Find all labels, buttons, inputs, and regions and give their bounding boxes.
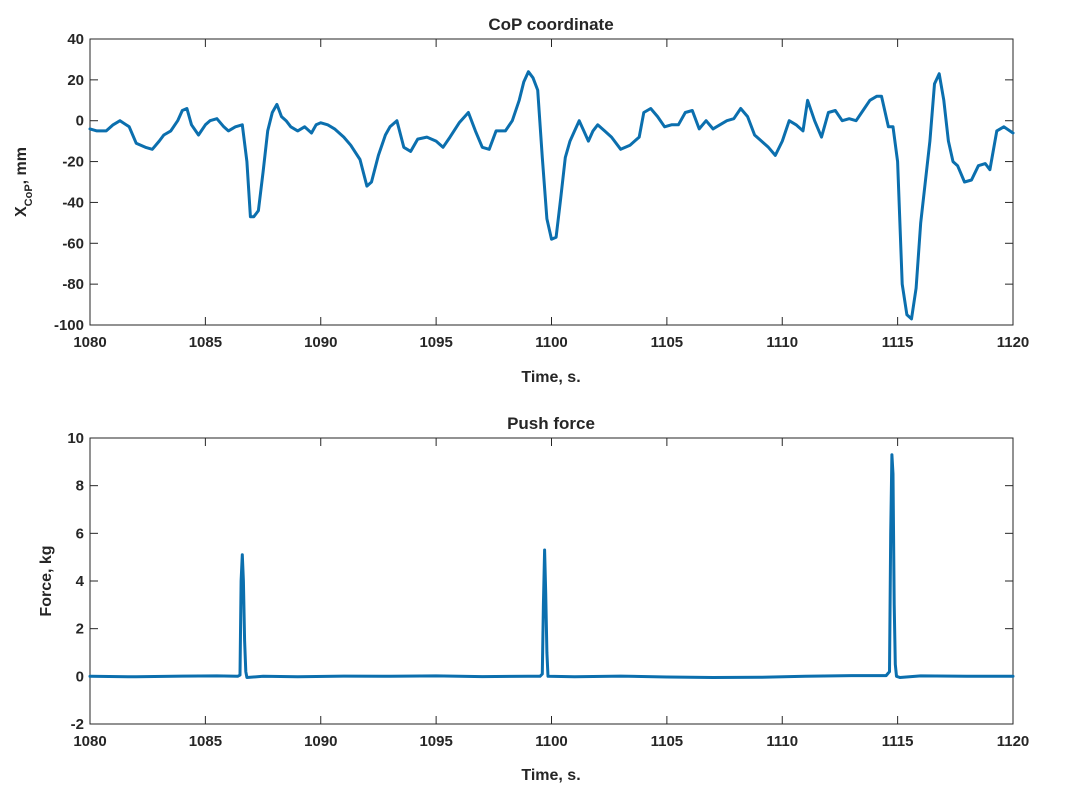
cop-x-tick-label: 1120 xyxy=(997,334,1030,351)
cop-x-tick-label: 1090 xyxy=(304,334,337,351)
force-ticks: 1080 1085 1090 1095 1100 1105 1110 1115 1120 -2 0 2… xyxy=(67,430,1029,750)
force-x-tick-label: 1120 xyxy=(997,733,1030,750)
cop-chart-title: CoP coordinate xyxy=(488,15,613,34)
cop-y-tick-label: 20 xyxy=(67,72,84,89)
cop-x-tick-label: 1100 xyxy=(535,334,568,351)
force-y-tick-label: 8 xyxy=(76,478,84,495)
cop-chart: CoP coordinate Time, s. XCoP, mm 1080 108… xyxy=(13,15,1029,386)
cop-ticks: 1080 1085 1090 1095 1100 1105 1110 1115 1120 -100… xyxy=(54,31,1029,351)
cop-y-axis-label: XCoP, mm xyxy=(13,147,35,217)
cop-axes-box xyxy=(89,38,1014,326)
cop-y-axis-label-suffix: , mm xyxy=(13,147,30,184)
force-x-tick-label: 1100 xyxy=(535,733,568,750)
cop-y-axis-label-subscript: CoP xyxy=(23,184,35,206)
cop-x-axis-label: Time, s. xyxy=(521,369,580,386)
cop-y-tick-label: -100 xyxy=(54,317,84,334)
force-y-tick-label: 4 xyxy=(76,573,85,590)
cop-x-tick-label: 1095 xyxy=(419,334,452,351)
force-x-axis-label: Time, s. xyxy=(521,767,580,784)
force-x-tick-label: 1115 xyxy=(882,733,914,750)
force-x-tick-label: 1095 xyxy=(419,733,452,750)
cop-x-tick-label: 1115 xyxy=(882,334,914,351)
cop-x-tick-label: 1080 xyxy=(73,334,106,351)
force-x-tick-label: 1090 xyxy=(304,733,337,750)
cop-y-axis-label-main: X xyxy=(13,206,30,217)
force-plot-area xyxy=(88,453,1015,679)
cop-plot-area xyxy=(88,70,1015,321)
cop-y-tick-label: -80 xyxy=(62,276,84,293)
cop-y-tick-label: 0 xyxy=(76,113,84,130)
cop-y-tick-label: -20 xyxy=(62,154,84,171)
force-y-tick-label: 6 xyxy=(76,525,84,542)
cop-x-tick-label: 1105 xyxy=(651,334,684,351)
cop-x-tick-label: 1085 xyxy=(189,334,222,351)
force-y-tick-label: 0 xyxy=(76,668,84,685)
force-x-tick-label: 1080 xyxy=(73,733,106,750)
force-x-tick-label: 1105 xyxy=(651,733,684,750)
force-y-tick-label: 10 xyxy=(67,430,84,447)
force-x-tick-label: 1085 xyxy=(189,733,222,750)
force-chart-title: Push force xyxy=(507,414,595,433)
cop-y-tick-label: 40 xyxy=(67,31,84,48)
force-chart: Push force Time, s. Force, kg 1080 1085 10… xyxy=(38,414,1029,784)
cop-y-tick-label: -40 xyxy=(62,194,84,211)
force-x-tick-label: 1110 xyxy=(766,733,798,750)
force-y-tick-label: -2 xyxy=(71,716,84,733)
force-y-tick-label: 2 xyxy=(76,621,84,638)
cop-x-tick-label: 1110 xyxy=(766,334,798,351)
force-y-axis-label: Force, kg xyxy=(38,545,55,616)
cop-y-tick-label: -60 xyxy=(62,235,84,252)
force-axes-box xyxy=(89,437,1014,725)
cop-series-line xyxy=(88,70,1015,321)
force-series-line xyxy=(88,453,1015,679)
